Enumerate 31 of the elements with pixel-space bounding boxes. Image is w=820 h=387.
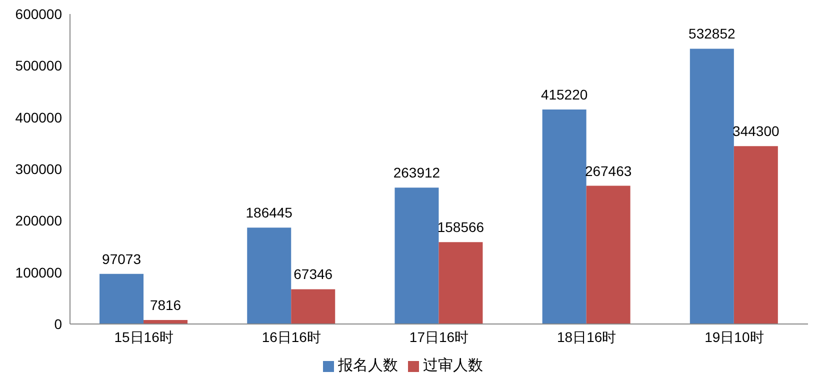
- data-label: 7816: [150, 296, 182, 313]
- bar: [690, 48, 734, 324]
- data-label: 532852: [688, 26, 736, 42]
- bar: [291, 289, 336, 324]
- y-tick-label: 500000: [15, 58, 62, 74]
- data-label: 263912: [393, 164, 440, 181]
- legend-label: 报名人数: [338, 357, 398, 374]
- y-tick-label: 100000: [15, 264, 62, 280]
- data-label: 67346: [294, 266, 333, 282]
- x-tick-label: 15日16时: [114, 328, 174, 345]
- y-tick-label: 600000: [15, 6, 62, 22]
- data-label: 97073: [102, 250, 142, 267]
- bar: [438, 242, 483, 324]
- x-tick-label: 16日16时: [262, 328, 321, 345]
- bar: [586, 186, 630, 324]
- x-tick-label: 18日16时: [557, 328, 616, 345]
- y-tick-label: 300000: [15, 160, 62, 177]
- bar: [247, 228, 292, 324]
- data-label: 186445: [246, 204, 293, 221]
- y-tick-label: 0: [54, 316, 62, 332]
- bar: [100, 274, 144, 324]
- bar: [542, 109, 586, 324]
- bar: [394, 188, 439, 324]
- x-tick-label: 17日16时: [409, 328, 469, 345]
- data-label: 415220: [540, 86, 588, 102]
- y-tick-label: 200000: [15, 212, 62, 229]
- bar: [734, 146, 778, 324]
- legend-label: 过审人数: [423, 357, 483, 374]
- x-tick-label: 19日10时: [704, 328, 764, 345]
- data-label: 158566: [437, 219, 484, 236]
- y-tick-label: 400000: [15, 109, 62, 126]
